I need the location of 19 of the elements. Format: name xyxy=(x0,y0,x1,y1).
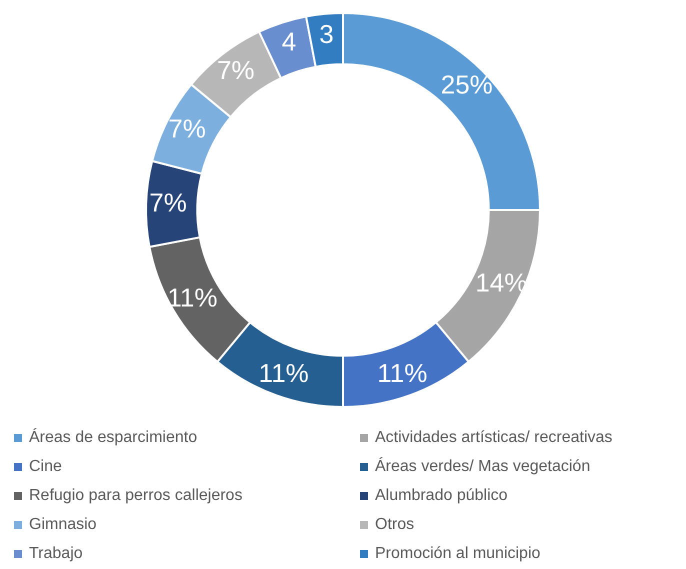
legend-label: Áreas verdes/ Mas vegetación xyxy=(375,458,590,476)
data-label: 3 xyxy=(319,18,334,49)
data-label: 25% xyxy=(440,69,493,100)
data-label: 11% xyxy=(258,358,309,388)
legend-label: Gimnasio xyxy=(29,516,97,534)
legend-label: Otros xyxy=(375,516,414,534)
legend-label: Cine xyxy=(29,458,62,476)
data-label: 7% xyxy=(149,188,187,218)
data-label: 11% xyxy=(377,358,428,388)
data-label: 11% xyxy=(167,282,218,312)
legend-label: Áreas de esparcimiento xyxy=(29,429,198,447)
data-label: 7% xyxy=(168,114,206,144)
legend-label: Trabajo xyxy=(29,545,83,563)
legend-label: Actividades artísticas/ recreativas xyxy=(375,429,612,447)
data-label: 7% xyxy=(216,54,255,85)
legend-label: Refugio para perros callejeros xyxy=(29,487,242,505)
legend-label: Promoción al municipio xyxy=(375,545,540,563)
legend-label: Alumbrado público xyxy=(375,487,508,505)
data-label: 4 xyxy=(282,26,296,57)
